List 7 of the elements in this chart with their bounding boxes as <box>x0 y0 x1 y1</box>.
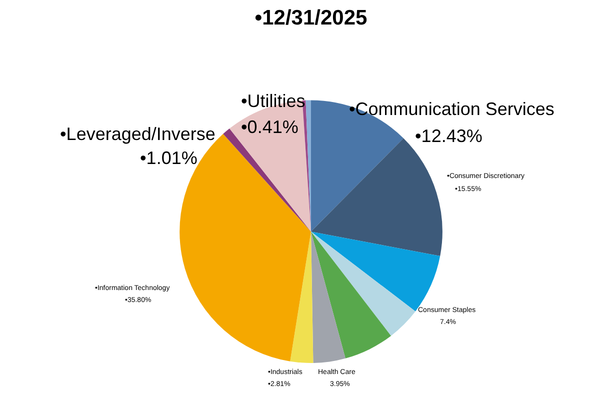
chart-title: •12/31/2025 <box>254 6 368 30</box>
data-label: •1.01% <box>140 148 198 168</box>
data-label: •12.43% <box>415 126 482 146</box>
data-label: •0.41% <box>241 117 298 137</box>
slice-label: •Leveraged/Inverse <box>60 124 216 144</box>
slice-label: •Utilities <box>241 91 306 111</box>
slice-label: •Communication Services <box>349 99 554 119</box>
